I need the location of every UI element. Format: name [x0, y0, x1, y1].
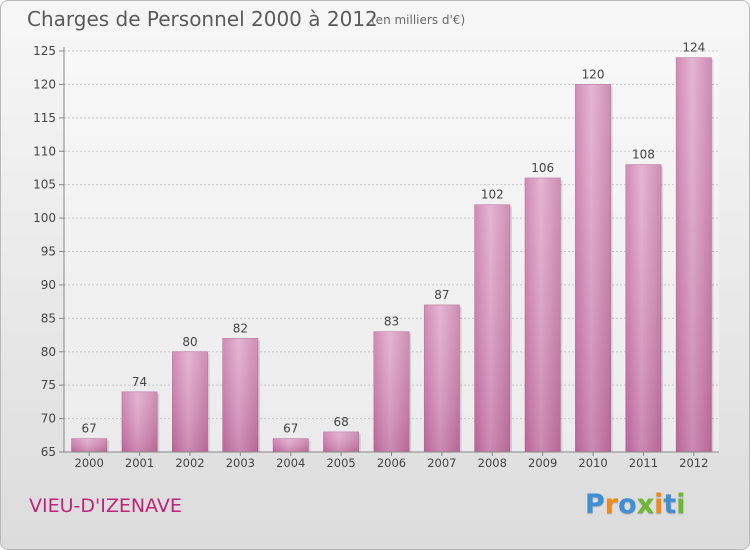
bar-2011: 108 — [625, 148, 664, 453]
bar-shade — [525, 177, 561, 452]
y-tick-label: 95 — [41, 245, 56, 259]
y-tick-label: 110 — [33, 144, 56, 158]
bar-shade — [676, 57, 712, 452]
bar-value-label: 80 — [182, 335, 197, 349]
bar-shade — [424, 304, 460, 452]
bar-2000: 67 — [71, 422, 109, 453]
bar-value-label: 67 — [82, 422, 97, 436]
bar-2007: 87 — [423, 288, 462, 453]
logo-letter: x — [636, 489, 655, 520]
y-tick-label: 90 — [41, 278, 56, 292]
y-tick-label: 125 — [33, 44, 56, 58]
bar-value-label: 108 — [632, 148, 655, 162]
bar-2005: 68 — [323, 415, 361, 453]
x-tick-label: 2012 — [679, 456, 708, 470]
bar-chart: 67 74 80 82 67 68 83 87 102 106 120 108 124 65 70 75 80… — [33, 41, 719, 470]
y-tick-label: 115 — [33, 111, 56, 125]
x-tick-label: 2009 — [528, 456, 557, 470]
y-tick-label: 120 — [33, 77, 56, 91]
bar-shade — [273, 438, 309, 452]
bar-value-label: 82 — [233, 321, 248, 335]
x-tick-label: 2003 — [226, 456, 255, 470]
x-tick-label: 2006 — [377, 456, 406, 470]
logo-letter: P — [585, 489, 605, 520]
commune-name: VIEU-D'IZENAVE — [29, 495, 182, 517]
y-tick-label: 85 — [41, 311, 56, 325]
bar-shade — [323, 431, 359, 452]
logo-letter: t — [663, 489, 677, 520]
bar-shade — [172, 351, 208, 452]
bar-2004: 67 — [272, 422, 311, 453]
bar-2006: 83 — [373, 315, 412, 453]
x-tick-label: 2000 — [75, 456, 104, 470]
x-tick-label: 2008 — [478, 456, 507, 470]
logo-letter: o — [618, 489, 637, 520]
bar-value-label: 120 — [582, 67, 605, 81]
bar-2012: 124 — [675, 41, 714, 453]
logo-letter: i — [654, 489, 664, 520]
bar-value-label: 83 — [384, 315, 399, 329]
bar-value-label: 74 — [132, 375, 147, 389]
y-tick-label: 80 — [41, 345, 56, 359]
y-tick-label: 105 — [33, 178, 56, 192]
bar-value-label: 87 — [434, 288, 449, 302]
x-tick-label: 2011 — [629, 456, 658, 470]
x-tick-label: 2001 — [125, 456, 154, 470]
bar-value-label: 67 — [283, 422, 298, 436]
bar-shade — [121, 391, 158, 452]
bar-value-label: 124 — [682, 41, 705, 55]
bar-shade — [474, 204, 510, 452]
bar-2003: 82 — [222, 321, 260, 453]
bar-shade — [625, 164, 662, 452]
bar-value-label: 68 — [333, 415, 348, 429]
bar-2002: 80 — [172, 335, 210, 453]
y-tick-label: 70 — [41, 412, 56, 426]
bar-shade — [222, 338, 258, 452]
bar-2001: 74 — [121, 375, 160, 453]
bar-2009: 106 — [524, 161, 563, 453]
x-tick-label: 2002 — [175, 456, 204, 470]
y-tick-label: 75 — [41, 378, 56, 392]
y-tick-label: 65 — [41, 445, 56, 459]
chart-title: Charges de Personnel 2000 à 2012 — [27, 7, 378, 31]
bar-shade — [71, 438, 107, 452]
bar-value-label: 106 — [531, 161, 554, 175]
bar-shade — [373, 331, 410, 452]
proxiti-logo: Proxiti — [585, 489, 686, 520]
x-tick-label: 2004 — [276, 456, 305, 470]
bar-shade — [575, 84, 611, 453]
bar-2010: 120 — [575, 67, 613, 453]
bar-value-label: 102 — [481, 188, 504, 202]
x-tick-label: 2010 — [578, 456, 607, 470]
x-tick-label: 2005 — [326, 456, 355, 470]
y-tick-label: 100 — [33, 211, 56, 225]
logo-letter: i — [676, 489, 686, 520]
x-tick-label: 2007 — [427, 456, 456, 470]
logo-letter: r — [604, 489, 619, 520]
chart-subtitle: (en milliers d'€) — [371, 13, 466, 27]
bar-2008: 102 — [474, 188, 512, 453]
